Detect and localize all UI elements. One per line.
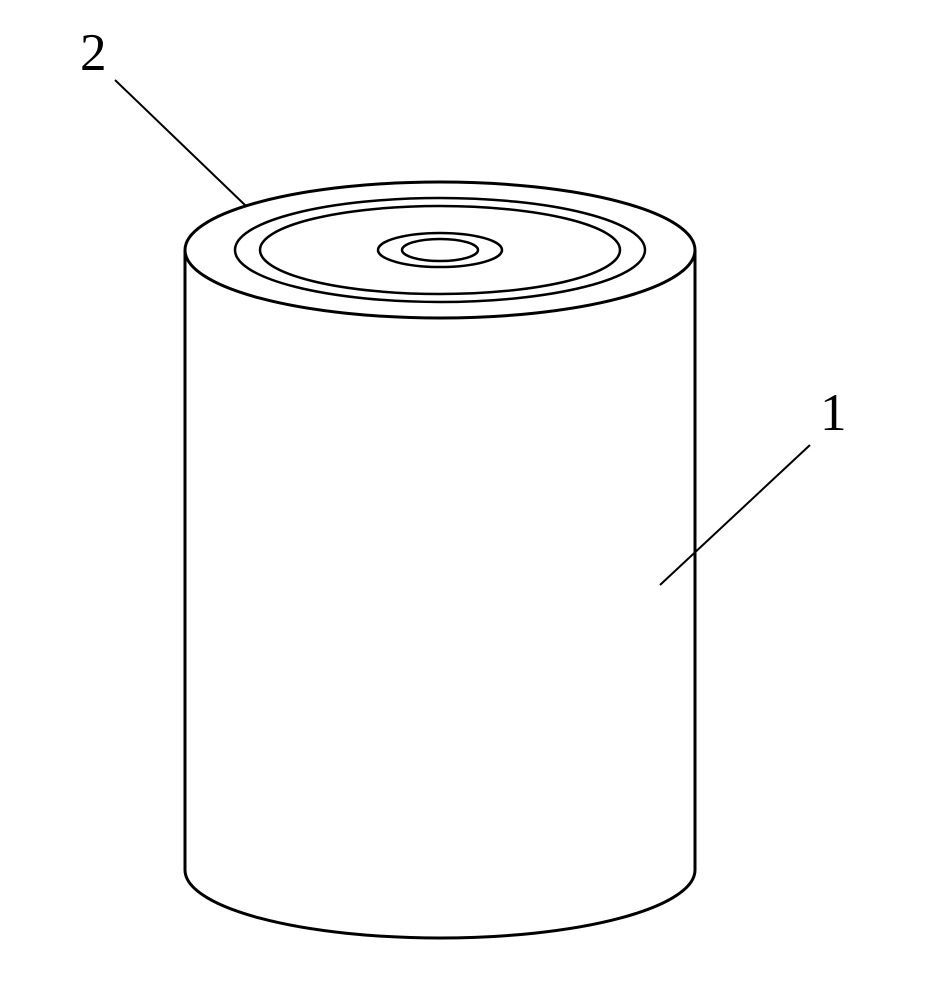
cylinder-diagram: 21	[0, 0, 935, 1000]
callout-label-1: 1	[820, 383, 847, 442]
callout-label-2: 2	[80, 23, 107, 82]
background	[0, 0, 935, 1000]
